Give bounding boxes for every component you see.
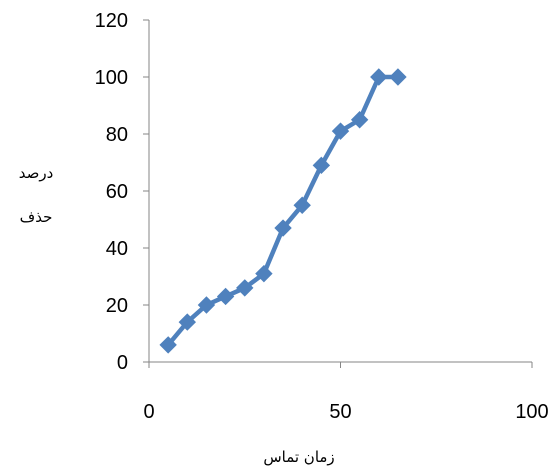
data-point-marker (178, 313, 197, 331)
y-tick-label: 60 (106, 181, 128, 203)
y-axis-title-line-1: درصد (19, 164, 54, 182)
y-tick-label: 40 (106, 238, 128, 260)
y-tick-label: 80 (106, 124, 128, 146)
y-tick-label: 120 (95, 10, 128, 32)
x-tick-label: 0 (143, 401, 154, 423)
data-point-marker (293, 196, 311, 214)
data-point-marker (389, 68, 407, 86)
data-point-marker (197, 296, 216, 314)
data-point-marker (331, 122, 350, 140)
y-tick-label: 100 (95, 67, 128, 89)
y-axis-title-line-2: حذف (20, 208, 53, 226)
x-axis-ticks: 0 50 100 (143, 362, 549, 423)
data-series (159, 68, 407, 354)
x-tick-label: 50 (329, 401, 351, 423)
x-tick-label: 100 (515, 401, 548, 423)
data-point-marker (255, 264, 273, 283)
data-point-marker (274, 219, 292, 237)
data-point-marker (216, 287, 235, 306)
x-axis-title: زمان تماس (263, 448, 334, 466)
data-point-marker (159, 336, 177, 354)
y-tick-label: 0 (117, 352, 128, 374)
data-point-marker (312, 156, 331, 175)
data-point-marker (370, 68, 388, 86)
y-axis-ticks: 0 20 40 60 80 100 120 (95, 10, 149, 374)
data-point-marker (350, 111, 369, 129)
data-point-marker (236, 279, 254, 297)
y-tick-label: 20 (106, 295, 128, 317)
